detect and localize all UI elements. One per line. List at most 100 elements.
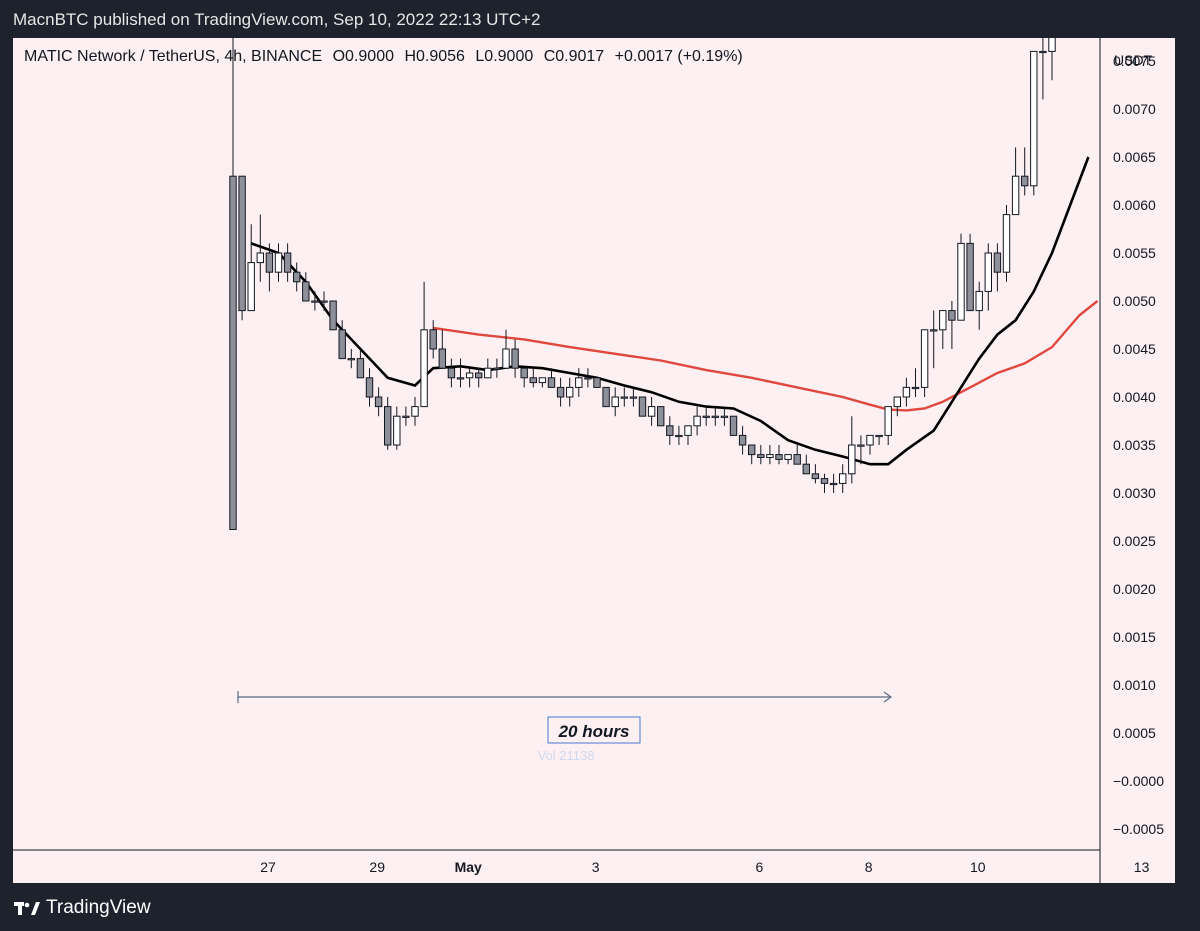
candle: [684, 425, 692, 445]
candle-body-up: [584, 377, 592, 380]
candle-body-up: [620, 396, 628, 399]
candle-body-up: [247, 262, 255, 312]
candle-body-down: [593, 377, 601, 388]
y-tick-label: 0.0045: [1113, 341, 1156, 357]
y-tick-label: 0.0060: [1113, 197, 1156, 213]
candle-body-up: [611, 396, 619, 408]
x-tick-label: 29: [369, 859, 385, 875]
candle-body-up: [711, 415, 719, 418]
candle: [775, 445, 783, 465]
tradingview-brand: TradingView: [46, 897, 151, 918]
candle: [484, 358, 492, 379]
ohlc-low: L0.9000: [475, 48, 534, 65]
candle: [566, 377, 574, 407]
candle: [520, 367, 528, 388]
candle: [402, 406, 410, 426]
candle-body-up: [402, 415, 410, 418]
candle: [884, 406, 892, 445]
candle: [456, 358, 465, 388]
candle-body-up: [493, 367, 501, 370]
candle: [802, 454, 810, 475]
candle-body-up: [984, 252, 992, 292]
candle-body-up: [693, 415, 701, 427]
candle-body-up: [930, 329, 938, 332]
candle-body-up: [720, 415, 729, 418]
candle-body-up: [939, 310, 947, 331]
publisher-text: MacnBTC published on TradingView.com, Se…: [13, 10, 541, 29]
y-tick-label: 0.0025: [1113, 533, 1156, 549]
candle: [647, 397, 656, 426]
candle-body-down: [447, 367, 456, 379]
candle-body-down: [1021, 175, 1029, 187]
candle: [1002, 205, 1011, 282]
candle: [365, 368, 374, 407]
candle: [911, 368, 920, 397]
candle-body-up: [829, 482, 838, 486]
candle: [1030, 50, 1038, 196]
candle: [720, 406, 729, 426]
candle-body-up: [839, 473, 847, 484]
candle-body-up: [1002, 214, 1011, 273]
y-tick-label: 0.0010: [1113, 677, 1156, 693]
candle: [902, 377, 911, 407]
candle: [784, 454, 792, 465]
candle: [393, 406, 401, 450]
candle: [575, 368, 583, 397]
candle: [993, 243, 1002, 292]
measure-arrow-icon: [883, 691, 893, 703]
measure-label-box[interactable]: [547, 716, 641, 744]
candle-body-down: [738, 434, 747, 446]
candle: [666, 416, 674, 445]
candle-body-down: [966, 242, 974, 312]
candle-body-down: [602, 386, 610, 408]
candle: [265, 243, 274, 292]
candle: [493, 358, 501, 378]
x-tick-label: 3: [592, 859, 600, 875]
tradingview-logo[interactable]: TradingView: [14, 897, 151, 919]
candle: [447, 358, 456, 388]
ohlc-close: C0.9017: [543, 48, 605, 65]
chart-panel[interactable]: Vol 21138 20 hours USDT 0.0075 0.0070 0.0065…: [13, 38, 1175, 883]
candle-body-down: [338, 329, 346, 360]
candle-body-down: [811, 473, 820, 480]
candle: [238, 175, 246, 321]
candle-body-up: [1030, 50, 1038, 187]
candle: [293, 262, 301, 292]
candle: [1021, 147, 1029, 196]
candle: [602, 386, 610, 408]
candle: [374, 387, 383, 417]
candle-body-up: [702, 415, 710, 418]
y-tick-label: 0.0050: [1113, 293, 1156, 309]
candle-body-down: [657, 406, 665, 427]
candle-body-up: [884, 406, 892, 436]
candle-body-up: [857, 444, 865, 447]
currency-label-bg: [1105, 49, 1151, 69]
candle-body-down: [820, 478, 829, 484]
candle: [620, 387, 628, 407]
candle-body-down: [666, 425, 674, 436]
measure-label: 20 hours: [558, 722, 630, 741]
candle: [857, 435, 865, 465]
candle: [975, 281, 983, 330]
y-tick-label: 0.0075: [1113, 53, 1156, 69]
candle-body-down: [384, 406, 392, 446]
y-tick-label: 0.0030: [1113, 485, 1156, 501]
candle: [675, 425, 683, 445]
candle: [866, 434, 874, 455]
x-tick-label: 27: [260, 859, 276, 875]
candle: [657, 406, 665, 427]
candle: [511, 339, 519, 378]
candle: [547, 368, 556, 388]
x-tick-label: 6: [756, 859, 764, 875]
candle: [893, 396, 901, 417]
candle: [839, 464, 847, 493]
candle-body-up: [484, 367, 492, 379]
candle: [848, 416, 856, 484]
candle-body-up: [274, 252, 283, 273]
candle-body-up: [538, 377, 547, 384]
candle: [320, 291, 328, 311]
candle-body-down: [302, 281, 310, 302]
candle: [757, 445, 765, 465]
candle-body-up: [502, 348, 510, 369]
